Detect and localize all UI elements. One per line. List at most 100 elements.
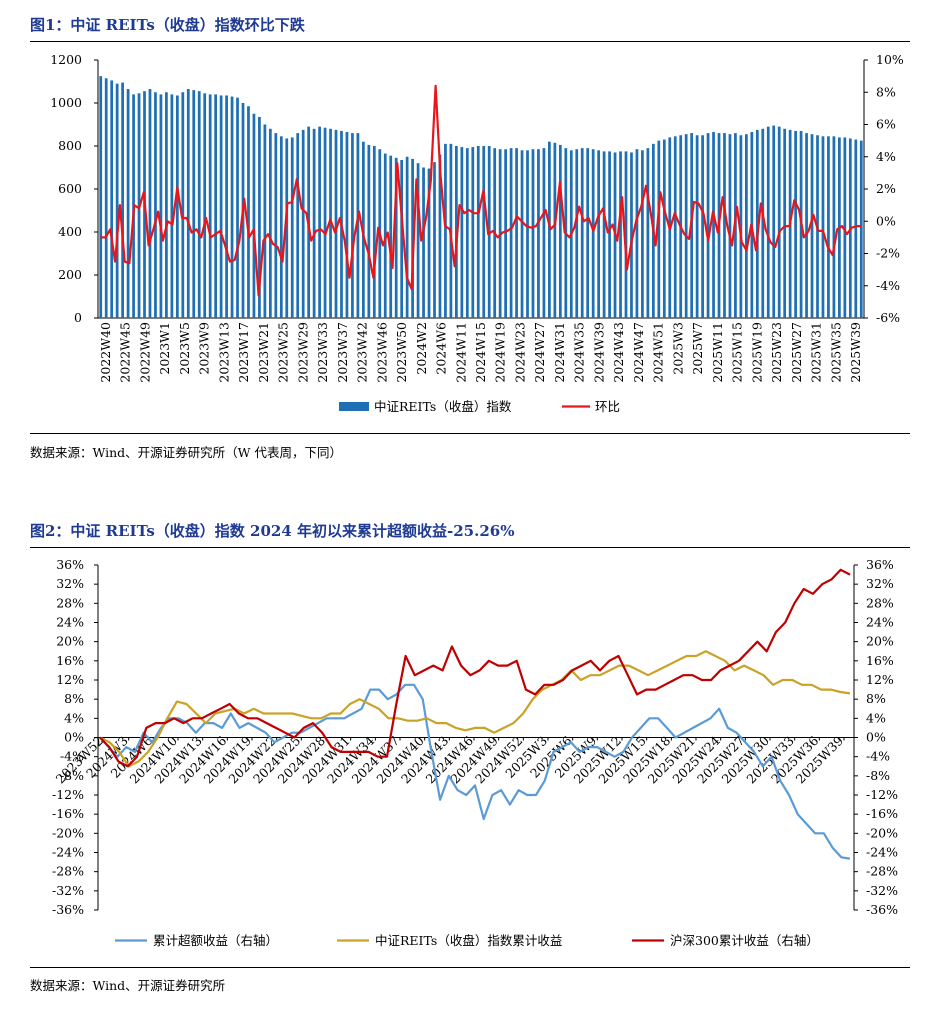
index-bar xyxy=(728,134,732,318)
left-tick-label: 0 xyxy=(74,310,82,325)
index-bar xyxy=(673,136,677,318)
reits-return-line xyxy=(99,650,851,768)
index-bar xyxy=(487,146,491,318)
index-bar xyxy=(274,133,278,318)
index-bar xyxy=(761,128,765,318)
left-tick-label: -12% xyxy=(52,787,84,802)
x-tick-label: 2024W23 xyxy=(513,322,528,383)
right-tick-label: 16% xyxy=(866,653,894,668)
figure1-title: 图1：中证 REITs（收盘）指数环比下跌 xyxy=(30,16,305,34)
index-bar xyxy=(641,150,644,318)
index-bar xyxy=(416,163,420,318)
x-tick-label: 2025W7 xyxy=(690,322,705,375)
index-bar xyxy=(230,96,234,318)
index-bar xyxy=(482,146,486,318)
left-tick-label: -32% xyxy=(52,883,84,898)
index-bar xyxy=(104,78,108,318)
right-tick-label: 4% xyxy=(866,710,886,725)
left-tick-label: -36% xyxy=(52,902,84,917)
index-bar xyxy=(197,91,201,319)
x-tick-label: 2024W47 xyxy=(631,322,646,383)
left-tick-label: 4% xyxy=(64,710,84,725)
index-bar xyxy=(695,135,699,318)
index-bar xyxy=(208,94,212,319)
index-bar xyxy=(438,154,442,318)
index-bar xyxy=(427,168,431,318)
index-bar xyxy=(777,126,781,319)
figure1-title-rule xyxy=(30,41,910,42)
index-bar xyxy=(296,133,300,318)
index-bar xyxy=(520,150,524,318)
csi300-return-line xyxy=(99,568,851,768)
x-tick-label: 2023W33 xyxy=(315,322,330,383)
right-tick-label: -28% xyxy=(866,864,898,879)
index-bar xyxy=(268,128,272,318)
x-tick-label: 2023W37 xyxy=(335,322,350,383)
index-bar xyxy=(422,167,425,318)
left-tick-label: -28% xyxy=(52,864,84,879)
x-tick-label: 2025W31 xyxy=(809,322,824,383)
x-tick-label: 2023W50 xyxy=(394,322,409,383)
index-bar xyxy=(526,150,529,318)
figure2-title-rule xyxy=(30,547,910,548)
x-tick-label: 2025W19 xyxy=(749,322,764,383)
left-tick-label: 1200 xyxy=(50,52,82,67)
figure2-source-rule xyxy=(30,967,910,968)
index-bar xyxy=(706,133,710,318)
index-bar xyxy=(712,132,715,318)
right-tick-label: -24% xyxy=(866,845,898,860)
x-tick-label: 2023W1 xyxy=(157,322,172,375)
index-bar xyxy=(586,148,590,318)
left-tick-label: 400 xyxy=(58,224,82,239)
index-bar xyxy=(329,128,332,318)
index-bar xyxy=(175,95,179,318)
left-tick-label: 28% xyxy=(56,595,84,610)
index-bar xyxy=(121,82,124,318)
x-tick-label: 2022W49 xyxy=(138,322,153,383)
index-bar xyxy=(537,149,540,318)
left-tick-label: -20% xyxy=(52,825,84,840)
right-tick-label: 6% xyxy=(876,117,896,132)
figure2-chart: -36% -32% -28% -24% -20% -16% -12% -8% -4% 0% 4% 8%… xyxy=(52,557,898,948)
right-tick-label: -16% xyxy=(866,806,898,821)
right-tick-label: 8% xyxy=(876,84,896,99)
x-tick-label: 2024W31 xyxy=(552,322,567,383)
x-tick-label: 2025W23 xyxy=(769,322,784,383)
right-tick-label: 4% xyxy=(876,149,896,164)
legend-bar-swatch xyxy=(339,402,369,411)
x-tick-label: 2024W19 xyxy=(493,322,508,383)
index-bar xyxy=(821,136,825,318)
right-tick-label: -2% xyxy=(876,246,900,261)
index-bar xyxy=(832,136,836,318)
index-bar xyxy=(165,92,168,318)
index-bar xyxy=(225,95,228,318)
x-tick-label: 2023W29 xyxy=(295,322,310,383)
x-tick-label: 2024W15 xyxy=(473,322,488,383)
right-tick-label: 20% xyxy=(866,634,894,649)
index-bar xyxy=(755,129,759,319)
index-bar xyxy=(843,137,847,318)
left-tick-label: 800 xyxy=(58,138,82,153)
index-bar xyxy=(580,148,584,318)
figure2-source: 数据来源：Wind、开源证券研究所 xyxy=(30,978,226,993)
left-tick-label: 36% xyxy=(56,557,84,572)
x-tick-label: 2023W17 xyxy=(236,322,251,383)
excess-return-line xyxy=(99,683,851,860)
index-bar xyxy=(236,97,239,319)
index-bar xyxy=(285,138,289,318)
x-tick-label: 2025W11 xyxy=(710,322,725,383)
index-bar xyxy=(400,159,404,318)
index-bar xyxy=(148,89,152,318)
index-bar xyxy=(548,141,551,318)
index-bar xyxy=(99,76,103,319)
x-tick-label: 2022W45 xyxy=(118,322,133,383)
index-bar xyxy=(575,149,579,318)
index-bar xyxy=(460,147,464,318)
index-bar xyxy=(684,134,688,318)
legend-excess-label: 累计超额收益（右轴） xyxy=(153,933,278,948)
index-bar xyxy=(766,126,770,319)
right-tick-label: 32% xyxy=(866,576,894,591)
right-tick-label: -32% xyxy=(866,883,898,898)
right-tick-label: -4% xyxy=(876,278,900,293)
index-bar xyxy=(126,89,130,318)
